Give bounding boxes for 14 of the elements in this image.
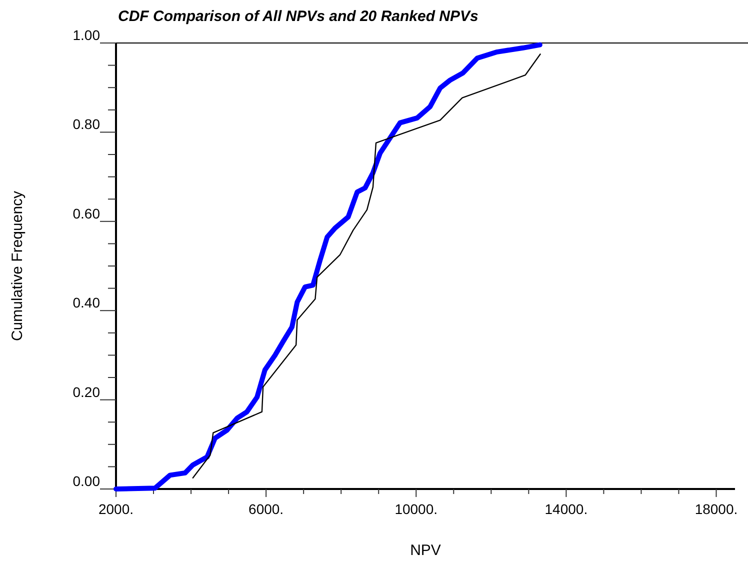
y-tick-label: 0.20: [72, 384, 100, 400]
y-tick-label: 0.40: [72, 294, 100, 311]
y-tick-label: 0.60: [72, 205, 100, 222]
x-tick-label: 14000.: [544, 501, 588, 517]
y-axis-title: Cumulative Frequency: [9, 190, 26, 342]
x-tick-label: 6000.: [248, 501, 284, 517]
x-axis-title: NPV: [410, 542, 441, 559]
chart-title: CDF Comparison of All NPVs and 20 Ranked NPVs: [118, 8, 478, 25]
y-tick-label: 1.00: [72, 27, 100, 43]
y-tick-label: 0.00: [72, 473, 100, 489]
x-tick-label: 10000.: [394, 501, 438, 517]
x-tick-label: 2000.: [98, 501, 134, 517]
x-tick-label: 18000.: [694, 501, 738, 517]
y-tick-label: 0.80: [72, 116, 100, 132]
